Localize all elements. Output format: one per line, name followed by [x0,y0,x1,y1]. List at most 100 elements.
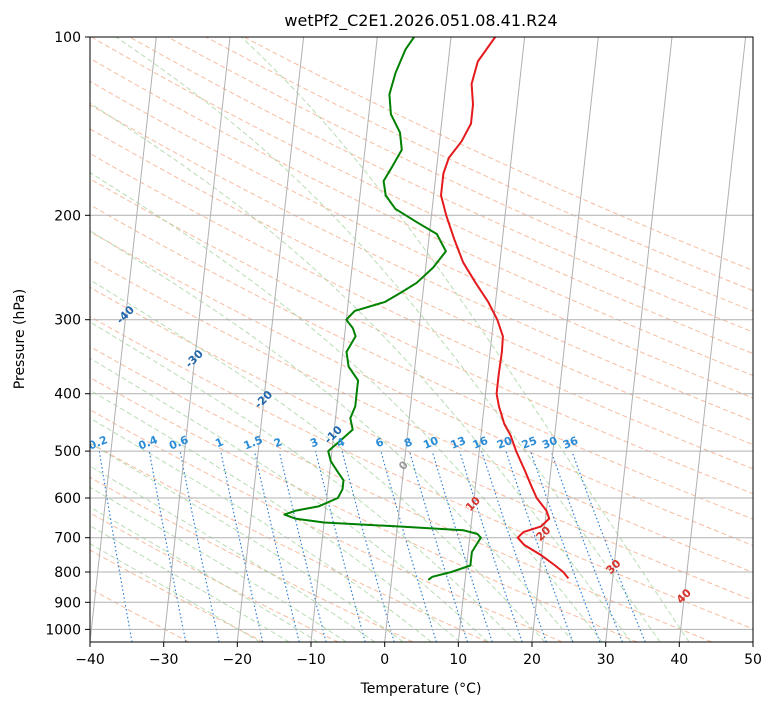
y-tick-label: 600 [54,491,81,507]
x-tick-label: 50 [744,652,762,668]
isotherm-line [531,37,599,642]
dry-adiabat [90,409,563,642]
x-tick-label: −20 [223,652,253,668]
moist-adiabat [90,417,432,642]
mixing-ratio-label: 10 [421,434,440,452]
moist-adiabats [90,37,690,642]
moist-adiabat [90,102,632,642]
x-tick-label: 40 [670,652,688,668]
moist-adiabat [90,543,261,642]
moist-adiabat [90,389,461,642]
isotherm-line [310,37,378,642]
y-tick-label: 900 [54,595,81,611]
dewpoint-line [283,37,482,581]
mixing-ratio-label: 8 [402,435,414,450]
x-tick-label: −40 [75,652,105,668]
y-tick-label: 800 [54,565,81,581]
mixing-ratio-line [550,450,623,642]
mixing-ratio-label: 2 [272,435,284,450]
dry-adiabat [90,57,753,377]
moist-adiabat [90,230,574,642]
dry-adiabat [90,346,712,642]
skewed-isotherms [90,37,753,642]
dry-adiabat [90,258,753,574]
mixing-ratio-label: 1 [213,435,225,450]
plot-frame [89,36,754,643]
moist-adiabat [90,506,319,642]
isotherm-line [384,37,452,642]
moist-adiabat [90,279,546,642]
moist-adiabat [115,37,661,642]
isotherm-line [678,37,747,642]
mixing-ratio-label: 25 [520,434,539,452]
dry-adiabat [91,37,753,355]
dry-adiabat [90,178,753,495]
mixing-ratio-line [278,450,327,642]
dry-adiabat [205,37,753,292]
mixing-ratio-label: 16 [471,434,490,452]
mixing-ratio-line [408,450,469,642]
mixing-ratio-line [458,450,523,642]
temperature-line [440,37,570,580]
dry-adiabat [90,442,488,642]
dry-adiabat [90,377,638,642]
dry-adiabat [90,476,414,642]
mixing-ratio-line [431,450,493,642]
mixing-ratio-label: 30 [540,434,559,452]
mixing-ratio-label: 13 [449,434,468,452]
dry-adiabat [90,152,753,470]
y-tick-label: 200 [54,208,81,224]
chart-title: wetPf2_C2E1.2026.051.08.41.R24 [284,11,557,31]
mixing-ratio-label: 20 [495,434,514,452]
mixing-ratio-line [220,450,264,642]
y-tick-label: 300 [54,313,81,329]
mixing-ratio-line [253,450,300,642]
dry-adiabat [129,37,753,333]
x-tick-label: 30 [597,652,615,668]
dry-adiabats [90,37,753,642]
mixing-ratio-line [481,450,547,642]
mixing-ratio-line [530,450,601,642]
moist-adiabat [90,442,404,642]
pressure-gridlines [90,37,753,630]
y-axis-title: Pressure (hPa) [12,289,28,389]
isotherm-line [236,37,305,642]
isotherm-line [163,37,231,642]
y-axis-ticks: 100 200 300 400 500 600 700 800 900 1000 [45,30,90,638]
moist-adiabat [90,525,290,642]
isotherm-line [457,37,526,642]
x-tick-label: 20 [523,652,541,668]
isotherm-line [90,37,157,642]
mixing-ratio-line [179,450,220,642]
x-axis-title: Temperature (°C) [360,681,482,697]
mixing-ratio-line [314,450,366,642]
plot-background [90,37,753,642]
mixing-ratio-line [148,451,187,642]
moist-adiabat [90,172,603,642]
y-tick-label: 1000 [45,622,81,638]
y-tick-label: 100 [54,30,81,46]
y-tick-label: 400 [54,387,81,403]
x-axis-ticks: −40 −30 −20 −10 0 10 20 30 40 50 [75,642,762,668]
dry-adiabat [90,104,753,422]
mixing-ratio-line [380,450,437,642]
x-tick-label: −10 [296,652,326,668]
mixing-ratio-label: 36 [561,434,580,452]
y-tick-label: 500 [54,444,81,460]
y-tick-label: 700 [54,531,81,547]
dry-adiabat [90,128,753,446]
isotherm-line [605,37,673,642]
dry-adiabat [90,315,753,630]
x-tick-label: −30 [149,652,179,668]
moist-adiabat [240,37,690,642]
dry-adiabat [243,37,753,272]
mixing-ratio-line [505,450,574,642]
mixing-ratio-label: 3 [308,435,320,450]
x-tick-label: 0 [380,652,389,668]
moist-adiabat [90,465,376,642]
profile-series [283,37,570,581]
dry-adiabat [90,80,753,399]
x-tick-label: 10 [449,652,467,668]
